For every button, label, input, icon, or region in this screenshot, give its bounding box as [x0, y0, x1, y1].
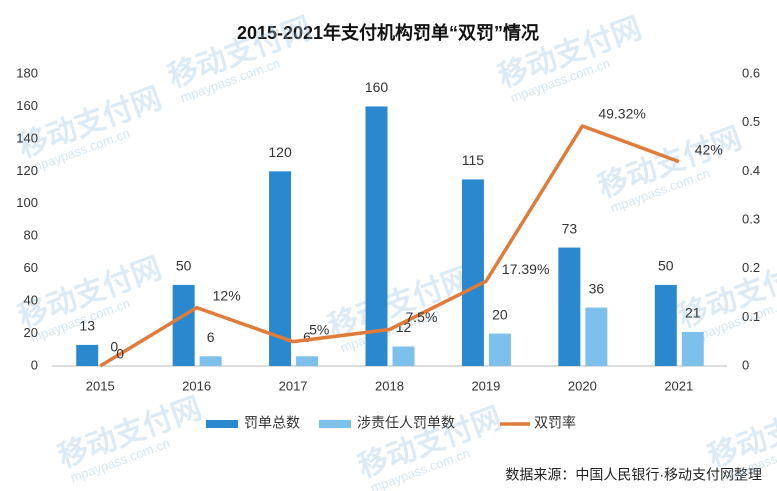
y-tick-label: 40	[24, 293, 38, 308]
bar	[199, 356, 222, 366]
legend-swatch	[319, 420, 351, 428]
line-value-label: 17.39%	[502, 261, 549, 277]
x-tick-label: 2015	[86, 378, 115, 393]
line-value-label: 5%	[309, 321, 329, 337]
legend-label: 罚单总数	[244, 415, 300, 431]
bar	[296, 356, 319, 366]
line	[99, 124, 680, 368]
bar-value-label: 6	[303, 329, 311, 345]
y-tick-label: 80	[24, 228, 38, 243]
line-value-label: 0	[116, 346, 124, 362]
bar	[585, 307, 608, 366]
y2-tick-label: 0.5	[742, 114, 760, 129]
bar-value-label: 120	[268, 144, 292, 160]
bar-value-label: 50	[658, 258, 674, 274]
bar-value-label: 20	[492, 306, 508, 322]
y-tick-label: 0	[31, 357, 38, 372]
x-tick-label: 2016	[182, 378, 211, 393]
legend-label: 双罚率	[534, 415, 576, 431]
y-tick-label: 60	[24, 260, 38, 275]
legend-label: 涉责任人罚单数	[357, 415, 455, 431]
y2-tick-label: 0.3	[742, 211, 760, 226]
y2-tick-label: 0.4	[742, 163, 760, 178]
x-tick-label: 2020	[568, 378, 597, 393]
bar	[365, 106, 388, 366]
bar-value-label: 0	[110, 339, 118, 355]
y2-tick-label: 0.2	[742, 260, 760, 275]
line-value-label: 42%	[695, 141, 723, 157]
bar-value-label: 21	[685, 305, 701, 321]
bar	[172, 284, 195, 366]
line-value-label: 49.32%	[598, 106, 645, 122]
x-tick-label: 2017	[279, 378, 308, 393]
y-tick-label: 120	[16, 163, 38, 178]
line-value-label: 7.5%	[406, 309, 438, 325]
bar	[558, 247, 581, 366]
legend-swatch	[206, 420, 238, 428]
bar-value-label: 6	[207, 329, 215, 345]
bar	[76, 344, 99, 366]
line-value-label: 12%	[213, 287, 241, 303]
y-tick-label: 100	[16, 195, 38, 210]
bar-value-label: 115	[462, 152, 485, 168]
x-tick-label: 2019	[471, 378, 500, 393]
bar	[488, 333, 511, 366]
y2-tick-label: 0	[742, 357, 749, 372]
bar-value-label: 73	[562, 220, 578, 236]
chart-title: 2015-2021年支付机构罚单“双罚”情况	[237, 22, 539, 43]
bar-value-label: 13	[79, 318, 95, 334]
y2-tick-label: 0.6	[742, 65, 760, 80]
bar	[461, 179, 484, 366]
bar-value-label: 160	[365, 79, 389, 95]
bar	[269, 171, 292, 366]
y-tick-label: 180	[16, 65, 38, 80]
source: 数据来源：中国人民银行·移动支付网整理	[505, 467, 762, 483]
bar	[681, 331, 704, 366]
bar-value-label: 50	[176, 258, 192, 274]
bar	[392, 346, 415, 366]
x-tick-label: 2018	[375, 378, 404, 393]
x-tick-label: 2021	[664, 378, 693, 393]
bar	[654, 284, 677, 366]
y-tick-label: 140	[16, 130, 38, 145]
y-tick-label: 160	[16, 98, 38, 113]
bar-value-label: 36	[589, 280, 605, 296]
y-tick-label: 20	[24, 325, 38, 340]
y2-tick-label: 0.1	[742, 309, 760, 324]
